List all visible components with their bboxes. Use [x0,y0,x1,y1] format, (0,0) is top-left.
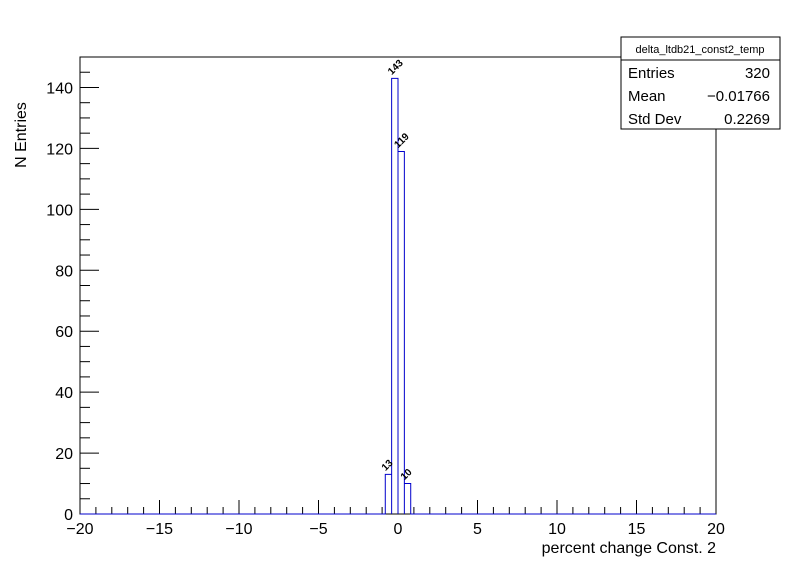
x-tick-label: 5 [473,521,482,538]
bin-value-labels: 13 143 119 10 [380,58,415,483]
axis-ticks [79,56,717,515]
y-tick-labels: 0 20 40 60 80 100 120 140 [46,80,73,524]
stats-mean-value: −0.01766 [707,88,770,105]
stats-stddev-label: Std Dev [628,111,682,128]
x-tick-label: −15 [146,521,173,538]
stats-entries-value: 320 [745,65,770,82]
y-tick-label: 120 [46,141,73,158]
histogram-bin [398,151,404,514]
stats-entries-label: Entries [628,65,675,82]
y-tick-label: 40 [55,385,73,402]
x-tick-label: −20 [66,521,93,538]
x-tick-labels: −20 −15 −10 −5 0 5 10 15 20 [66,521,725,538]
bin-value-label: 10 [399,467,415,483]
y-tick-label: 80 [55,263,73,280]
histogram-bin [404,484,410,514]
y-tick-label: 100 [46,202,73,219]
y-tick-label: 60 [55,324,73,341]
x-tick-label: 20 [707,521,725,538]
bin-value-label: 119 [393,131,412,150]
stats-mean-label: Mean [628,88,666,105]
x-tick-label: 10 [548,521,566,538]
y-axis-label: N Entries [13,102,30,168]
histogram-line [80,77,716,515]
stats-stddev-value: 0.2269 [724,111,770,128]
stats-title: delta_ltdb21_const2_temp [635,44,764,56]
histogram-bin [385,474,391,514]
y-tick-label: 20 [55,446,73,463]
x-tick-label: 15 [628,521,646,538]
x-tick-label: 0 [394,521,403,538]
stats-box: delta_ltdb21_const2_temp Entries 320 Mea… [620,36,781,130]
x-axis-label: percent change Const. 2 [542,540,716,557]
x-tick-label: −5 [309,521,327,538]
y-tick-label: 140 [46,80,73,97]
bin-value-label: 13 [380,458,396,474]
x-tick-label: −10 [225,521,252,538]
bin-value-label: 143 [386,58,406,78]
y-tick-label: 0 [64,507,73,524]
